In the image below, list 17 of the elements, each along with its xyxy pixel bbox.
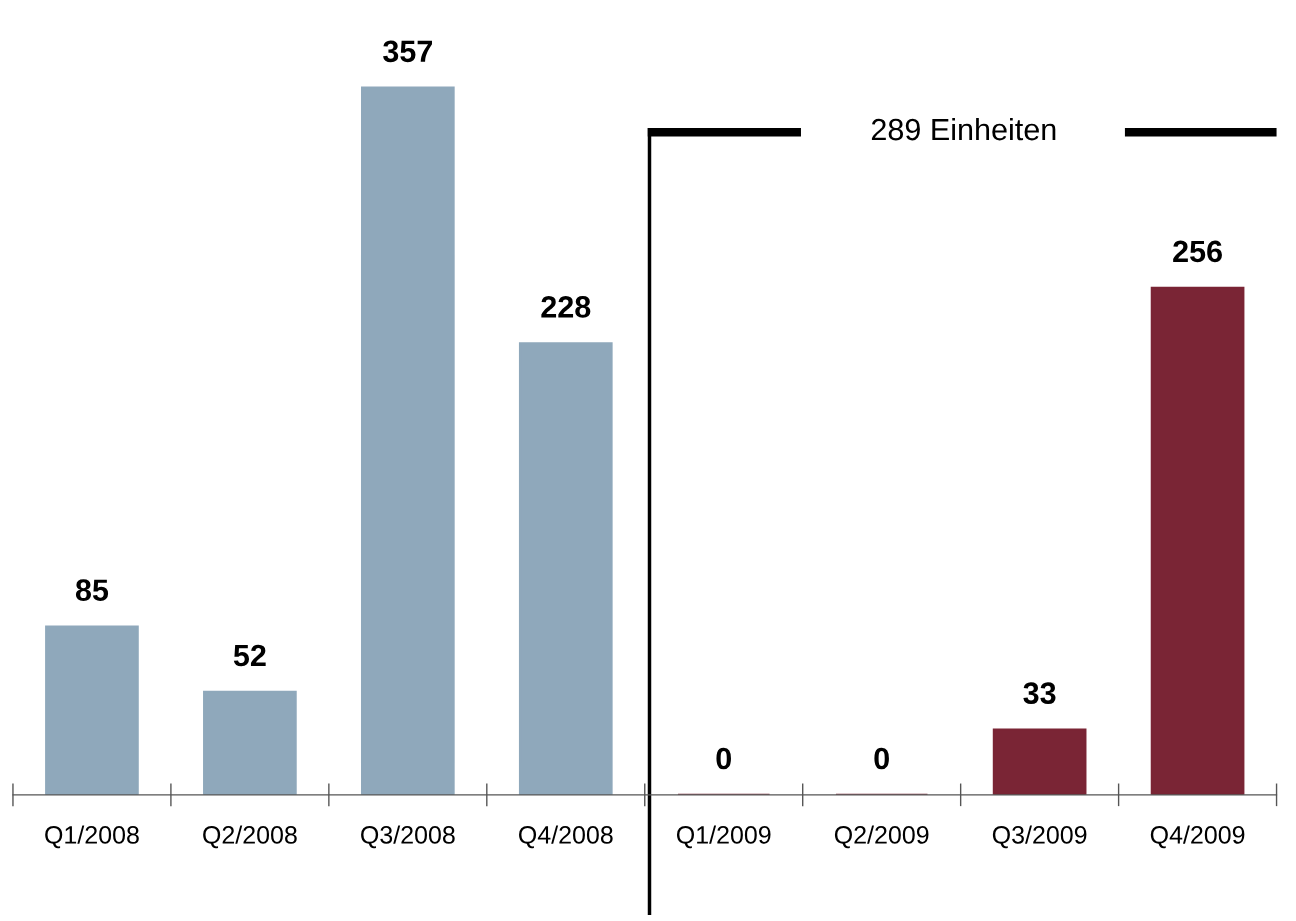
data-label: 0 bbox=[716, 747, 731, 770]
x-tick-label: Q1/2008 bbox=[45, 825, 139, 849]
data-label: 357 bbox=[383, 40, 432, 63]
x-tick-label: Q4/2008 bbox=[519, 825, 613, 849]
x-tick-label: Q3/2008 bbox=[361, 825, 455, 849]
annotation: 289 Einheiten bbox=[871, 117, 1056, 141]
data-label: 0 bbox=[874, 747, 889, 770]
x-tick-label: Q4/2009 bbox=[1150, 825, 1245, 849]
data-label: 228 bbox=[541, 296, 591, 318]
data-label: 85 bbox=[75, 579, 109, 601]
data-label: 33 bbox=[1023, 682, 1056, 705]
data-label: 256 bbox=[1173, 240, 1222, 263]
x-tick-label: Q2/2009 bbox=[834, 825, 929, 849]
x-tick-label: Q2/2008 bbox=[203, 825, 297, 849]
x-tick-label: Q1/2009 bbox=[676, 825, 771, 849]
data-label: 52 bbox=[233, 644, 266, 667]
x-tick-label: Q3/2009 bbox=[992, 825, 1087, 849]
